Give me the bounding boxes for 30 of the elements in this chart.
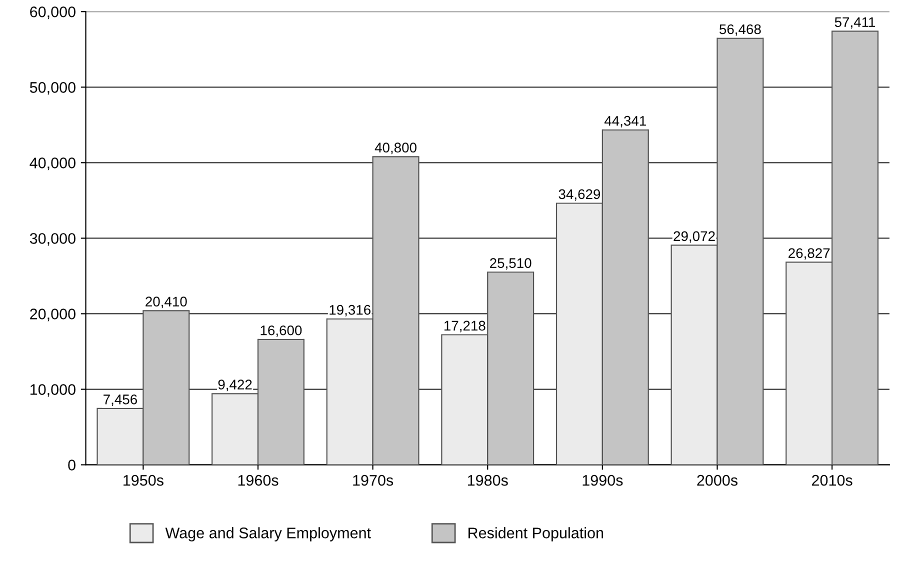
x-tick-label: 2000s bbox=[697, 474, 738, 486]
data-label: 25,510 bbox=[490, 258, 532, 270]
data-label: 26,827 bbox=[788, 248, 830, 260]
y-tick-label: 10,000 bbox=[30, 384, 76, 397]
x-tick-label: 1990s bbox=[582, 474, 623, 486]
data-label: 19,316 bbox=[330, 304, 370, 316]
x-tick-label: 1970s bbox=[353, 474, 394, 486]
x-tick-label: 1960s bbox=[238, 474, 278, 486]
data-label: 9,422 bbox=[218, 380, 252, 392]
y-tick-label: 20,000 bbox=[30, 308, 76, 322]
y-tick-label: 40,000 bbox=[30, 158, 76, 170]
x-tick-label: 1980s bbox=[468, 474, 508, 486]
data-label: 7,456 bbox=[104, 394, 137, 406]
data-label: 40,800 bbox=[374, 142, 416, 154]
x-tick-label: 1950s bbox=[124, 474, 164, 486]
data-label: 34,629 bbox=[558, 189, 600, 201]
y-tick-label: 30,000 bbox=[30, 233, 76, 246]
data-label: 16,600 bbox=[260, 325, 302, 337]
x-tick-label: 2010s bbox=[812, 474, 852, 486]
data-label: 44,341 bbox=[604, 116, 646, 128]
data-label: 57,411 bbox=[834, 17, 876, 29]
data-label: 56,468 bbox=[720, 24, 761, 36]
y-tick-label: 0 bbox=[68, 460, 76, 470]
y-tick-label: 60,000 bbox=[30, 6, 76, 20]
legend-label: Wage and Salary Employment bbox=[165, 527, 371, 542]
data-label: 29,072 bbox=[674, 231, 715, 243]
legend-label: Resident Population bbox=[468, 527, 604, 542]
y-tick-label: 50,000 bbox=[30, 82, 76, 95]
data-label: 20,410 bbox=[146, 296, 187, 308]
data-label: 17,218 bbox=[444, 320, 486, 332]
